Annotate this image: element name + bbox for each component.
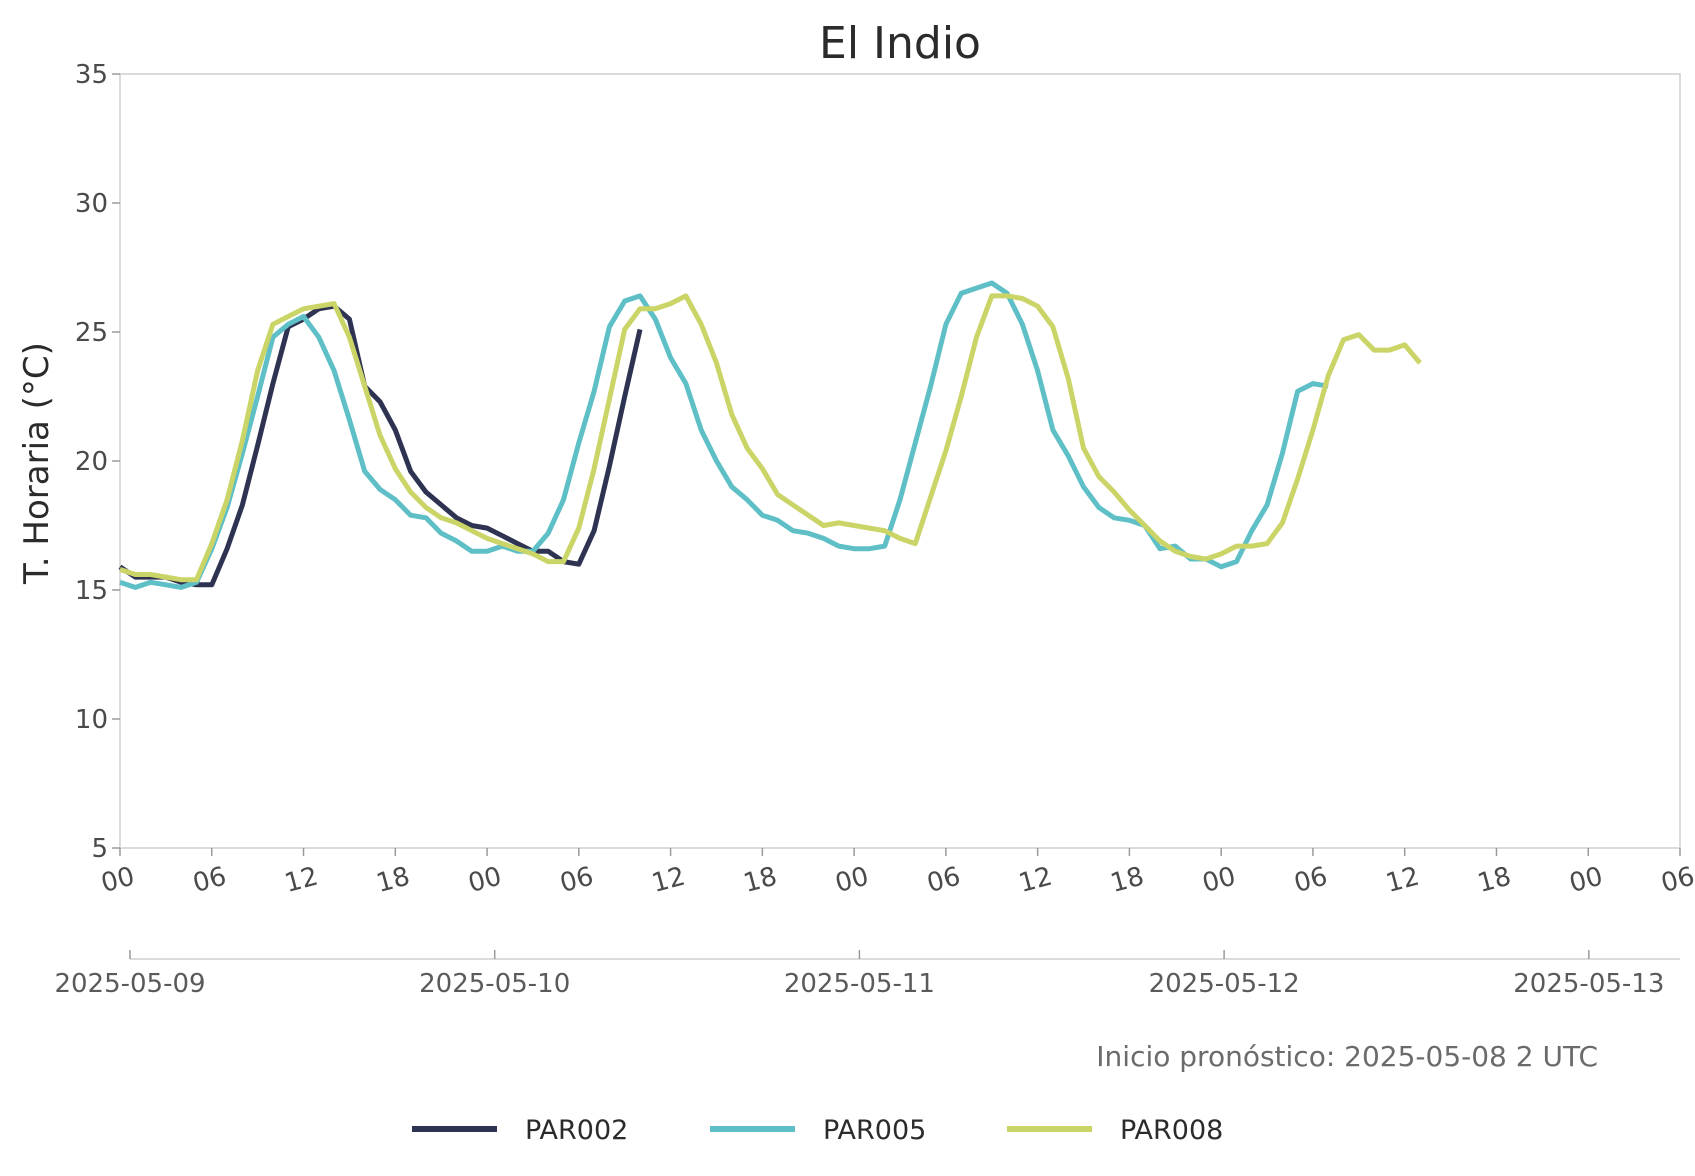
date-tick-label: 2025-05-12 xyxy=(1149,969,1300,999)
x-tick-label: 18 xyxy=(1475,862,1515,900)
x-tick-label: 00 xyxy=(832,862,872,900)
legend-label-par008: PAR008 xyxy=(1120,1115,1223,1146)
date-tick-label: 2025-05-13 xyxy=(1513,969,1664,999)
x-tick-label: 06 xyxy=(1291,862,1331,900)
legend-label-par005: PAR005 xyxy=(823,1115,926,1146)
legend-label-par002: PAR002 xyxy=(525,1115,628,1146)
series-line-par005 xyxy=(119,280,1329,590)
y-tick-label: 30 xyxy=(75,189,108,219)
y-axis: 5 10 15 20 25 30 35 xyxy=(75,60,120,864)
x-tick-label: 00 xyxy=(98,862,138,900)
x-tick-label: 18 xyxy=(740,862,780,900)
y-tick-label: 35 xyxy=(75,60,108,90)
y-tick-label: 25 xyxy=(75,318,108,348)
x-tick-label: 00 xyxy=(1566,862,1606,900)
date-tick-label: 2025-05-10 xyxy=(419,969,570,999)
legend: PAR002 PAR005 PAR008 xyxy=(412,1115,1223,1146)
x-tick-label: 18 xyxy=(373,862,413,900)
x-axis: 00 06 12 18 00 06 12 18 00 06 12 18 00 06 12 18 00 06 xyxy=(98,848,1695,899)
x-tick-label: 12 xyxy=(649,862,689,900)
chart-title: El Indio xyxy=(819,18,981,69)
date-tick-label: 2025-05-11 xyxy=(784,969,935,999)
x-tick-label: 18 xyxy=(1107,862,1147,900)
forecast-start-note: Inicio pronóstico: 2025-05-08 2 UTC xyxy=(1096,1040,1598,1073)
series-line-par008 xyxy=(119,293,1422,583)
x-tick-label: 12 xyxy=(282,862,322,900)
y-axis-label: T. Horaria (°C) xyxy=(17,342,57,585)
x-tick-label: 12 xyxy=(1016,862,1056,900)
x-tick-label: 06 xyxy=(924,862,964,900)
y-tick-label: 10 xyxy=(75,705,108,735)
x-tick-label: 00 xyxy=(1199,862,1239,900)
y-tick-label: 15 xyxy=(75,576,108,606)
series-line-par002 xyxy=(118,303,643,588)
series-lines xyxy=(118,280,1422,590)
y-tick-label: 5 xyxy=(91,834,108,864)
y-tick-label: 20 xyxy=(75,447,108,477)
x-tick-label: 00 xyxy=(465,862,505,900)
plot-frame xyxy=(119,73,1681,849)
x-tick-label: 06 xyxy=(190,862,230,900)
x-tick-label: 06 xyxy=(557,862,597,900)
x-tick-label: 06 xyxy=(1658,862,1695,900)
x-tick-label: 12 xyxy=(1383,862,1423,900)
date-axis: 2025-05-09 2025-05-10 2025-05-11 2025-05-12… xyxy=(54,950,1664,999)
date-tick-label: 2025-05-09 xyxy=(54,969,205,999)
